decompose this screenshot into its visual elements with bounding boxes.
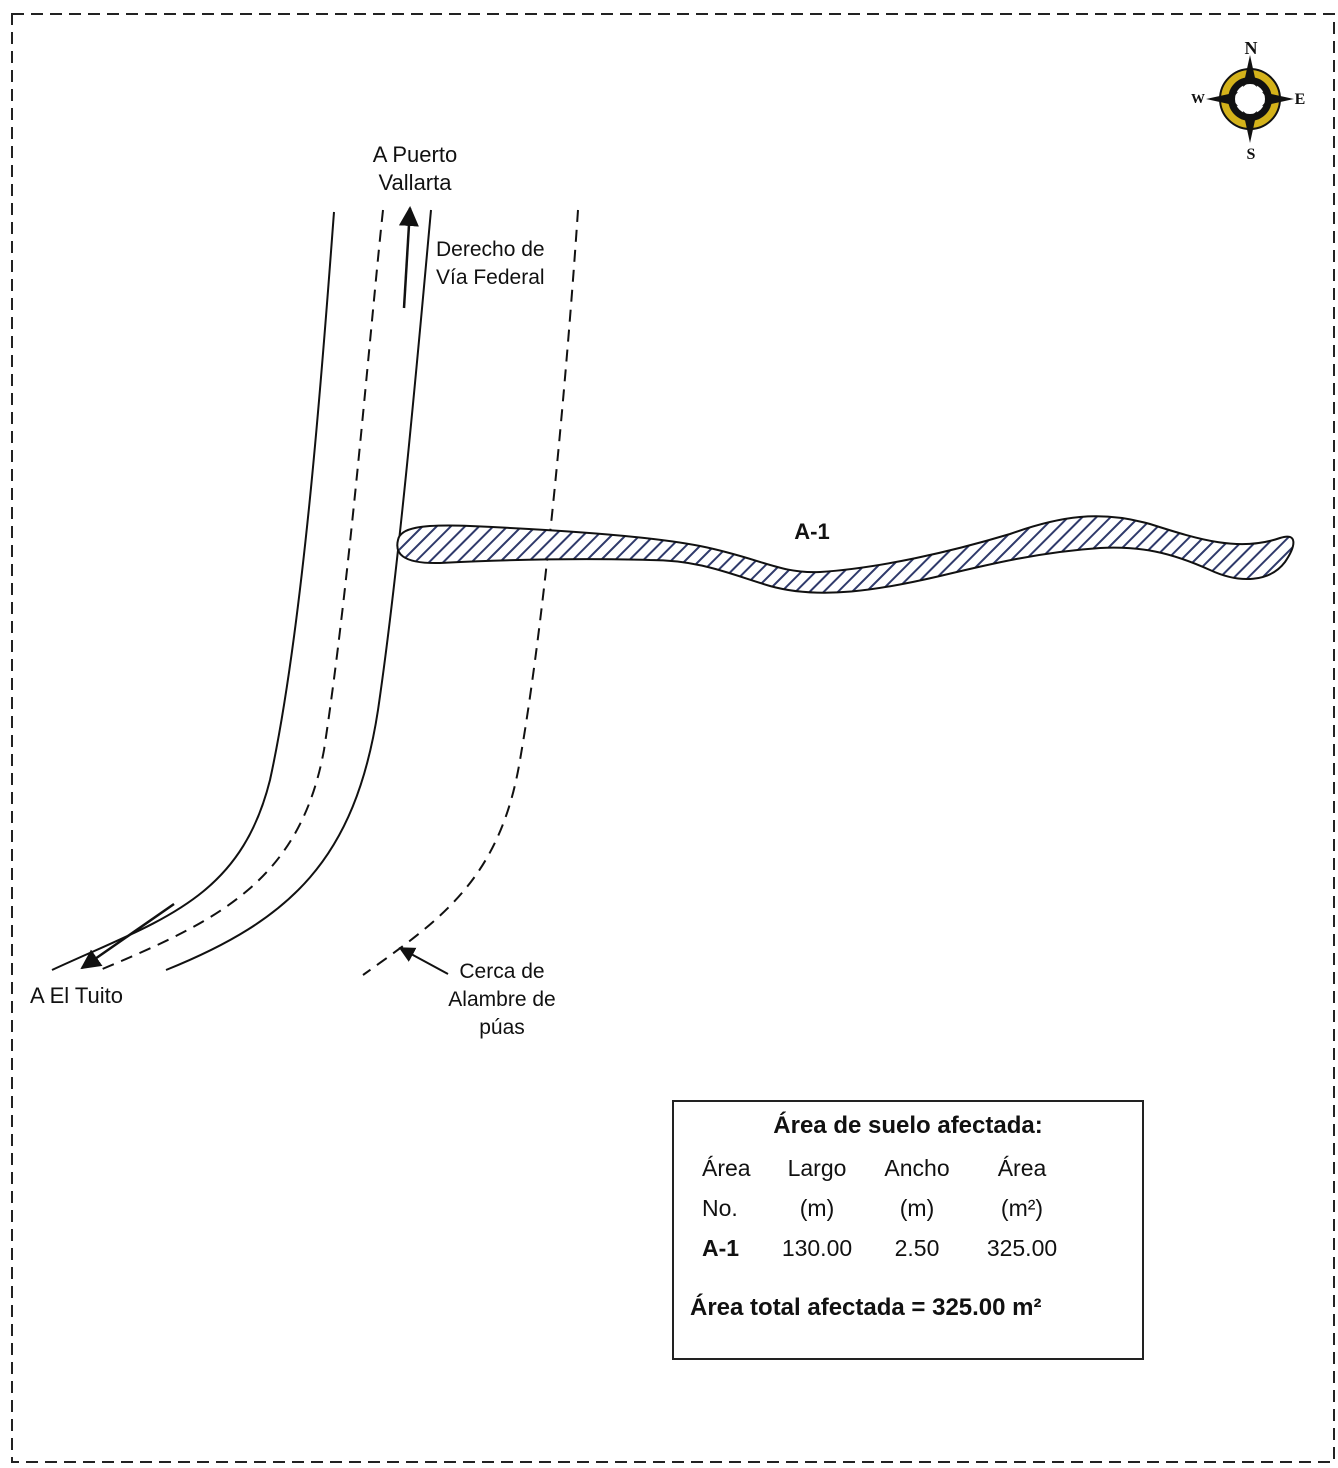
label-fence-line2: Alambre de — [448, 988, 556, 1011]
road-centerline — [99, 209, 384, 971]
road-edge-left — [51, 211, 335, 971]
legend-title: Área de suelo afectada: — [773, 1112, 1043, 1139]
compass-north-label: N — [1244, 38, 1258, 58]
label-to-puerto-vallarta: A Puerto Vallarta — [340, 141, 490, 197]
label-fence-line3: púas — [479, 1016, 525, 1039]
compass-icon — [1206, 55, 1294, 143]
legend-header-cell: No. — [702, 1194, 738, 1221]
label-fence-line1: Cerca de — [459, 960, 545, 983]
legend-header-cell: (m) — [799, 1194, 835, 1221]
legend-box: Área de suelo afectada: Área Largo Ancho… — [672, 1100, 1144, 1360]
affected-area-a1 — [396, 515, 1295, 594]
legend-header-row-1: Área Largo Ancho Área — [702, 1148, 1082, 1188]
label-fence: Cerca de Alambre de púas — [432, 958, 572, 1042]
compass-south-label: S — [1246, 146, 1256, 163]
legend-header-cell: Ancho — [884, 1154, 950, 1181]
direction-arrow-south — [80, 902, 175, 970]
compass-west-label: W — [1191, 92, 1205, 107]
compass-east-label: E — [1294, 91, 1306, 108]
legend-cell-id: A-1 — [702, 1234, 740, 1261]
label-to-puerto-vallarta-line1: A Puerto — [372, 142, 458, 167]
label-to-el-tuito: A El Tuito — [30, 983, 123, 1008]
legend-header-cell: Largo — [787, 1154, 847, 1181]
legend-header-cell: (m²) — [1000, 1194, 1044, 1221]
page-border — [11, 13, 1335, 1463]
legend-header-cell: (m) — [899, 1194, 935, 1221]
road-edge-right — [165, 209, 432, 971]
legend-header-row-2: No. (m) (m) (m²) — [702, 1188, 1082, 1228]
legend-table: Área Largo Ancho Área No. (m) (m) (m²) A… — [702, 1148, 1082, 1268]
fence-line — [362, 209, 579, 976]
legend-cell-ancho: 2.50 — [894, 1234, 940, 1261]
area-a1-label: A-1 — [794, 519, 830, 544]
fence-pointer-arrow — [398, 947, 449, 975]
legend-total: Área total afectada = 325.00 m² — [690, 1294, 1042, 1321]
legend-header-cell: Área — [702, 1154, 751, 1181]
legend-cell-area: 325.00 — [986, 1234, 1058, 1261]
legend-cell-largo: 130.00 — [781, 1234, 853, 1261]
direction-arrow-north — [398, 206, 419, 309]
legend-header-cell: Área — [997, 1154, 1047, 1181]
label-right-of-way-line2: Vía Federal — [436, 266, 545, 289]
label-right-of-way: Derecho de Vía Federal — [436, 236, 572, 292]
label-right-of-way-line1: Derecho de — [436, 238, 545, 261]
table-row: A-1 130.00 2.50 325.00 — [702, 1228, 1082, 1268]
label-to-puerto-vallarta-line2: Vallarta — [378, 170, 452, 195]
